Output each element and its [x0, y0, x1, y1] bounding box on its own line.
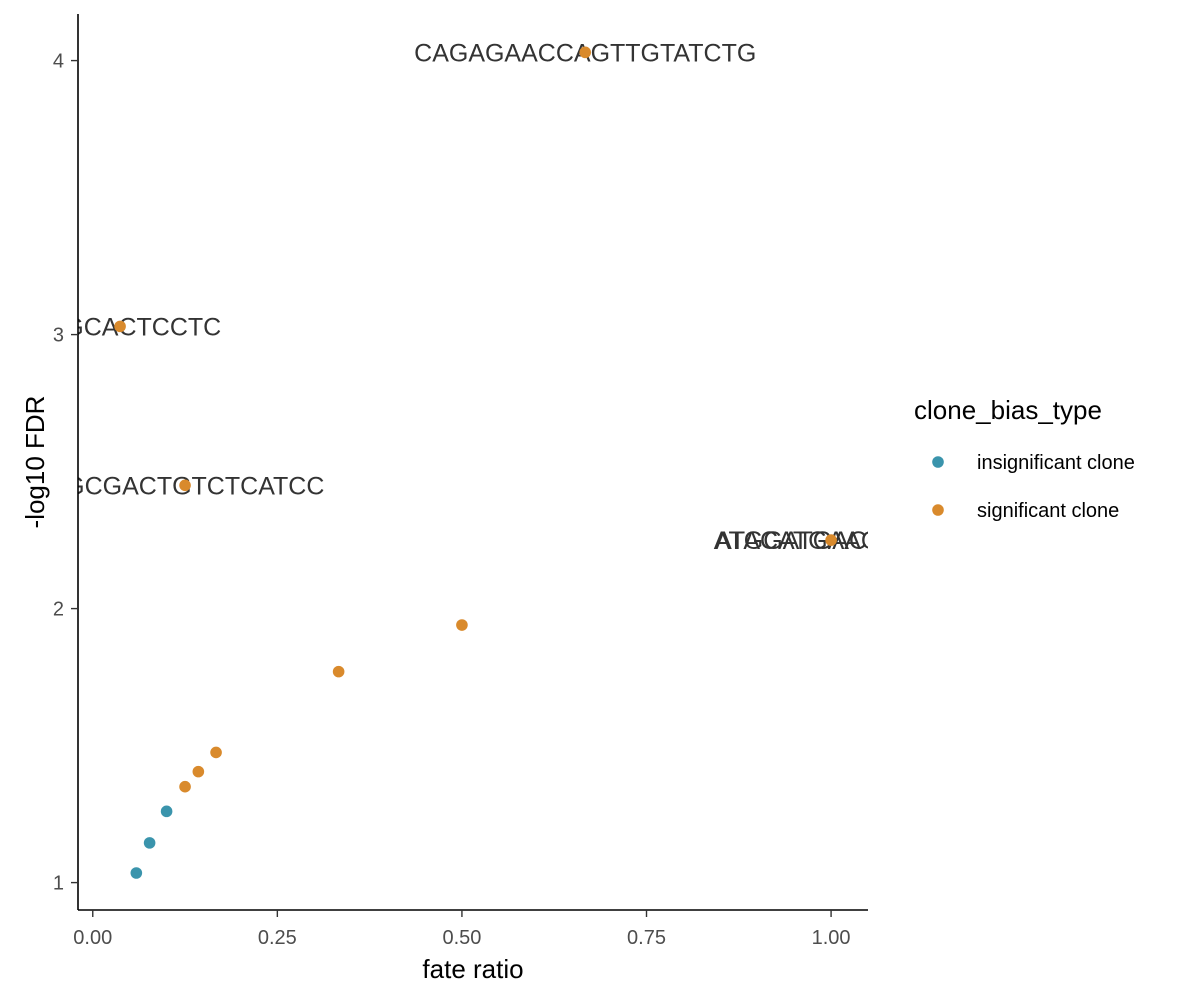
x-tick-label: 1.00	[812, 927, 851, 949]
data-point	[114, 320, 126, 333]
legend-title: clone_bias_type	[914, 395, 1102, 425]
data-point	[456, 619, 468, 631]
legend-key	[932, 456, 944, 468]
legend-key	[932, 504, 944, 516]
y-tick-label: 2	[53, 599, 64, 621]
y-tick-label: 1	[53, 873, 64, 895]
x-axis-title: fate ratio	[422, 954, 523, 984]
point-label: ATGGATGACTGTAA	[714, 527, 949, 555]
data-point	[179, 780, 191, 793]
x-tick-label: 0.50	[442, 927, 481, 949]
x-tick-label: 0.00	[73, 927, 112, 949]
y-axis-title: -log10 FDR	[20, 396, 50, 529]
data-point	[192, 765, 205, 778]
y-axis-ticks: 1 2 3 4	[53, 51, 78, 895]
y-tick-label: 4	[53, 51, 64, 73]
data-point	[825, 534, 837, 546]
legend: clone_bias_type insignificant clone signi…	[914, 395, 1135, 522]
data-point	[143, 837, 156, 849]
legend-label: significant clone	[977, 500, 1119, 522]
data-point	[210, 746, 222, 759]
point-label: ATACATGAAGTCAA	[715, 527, 947, 555]
data-point	[130, 867, 143, 879]
legend-label: insignificant clone	[977, 452, 1135, 474]
data-point	[160, 805, 173, 818]
point-labels: CAGAGAACCAGTTGTATCTGTTAGCACTCCTCGGCGACTG…	[19, 39, 949, 555]
data-point	[579, 46, 592, 59]
data-points	[114, 46, 837, 879]
y-tick-label: 3	[53, 325, 64, 347]
point-label: GGCGACTGTCTCATCC	[46, 472, 325, 500]
x-axis-ticks: 0.00 0.25 0.50 0.75 1.00	[73, 910, 851, 949]
data-point	[332, 665, 345, 678]
x-tick-label: 0.25	[258, 927, 297, 949]
point-label: TTAGCACTCCTC	[19, 313, 221, 341]
data-point	[179, 479, 191, 492]
x-tick-label: 0.75	[627, 927, 666, 949]
